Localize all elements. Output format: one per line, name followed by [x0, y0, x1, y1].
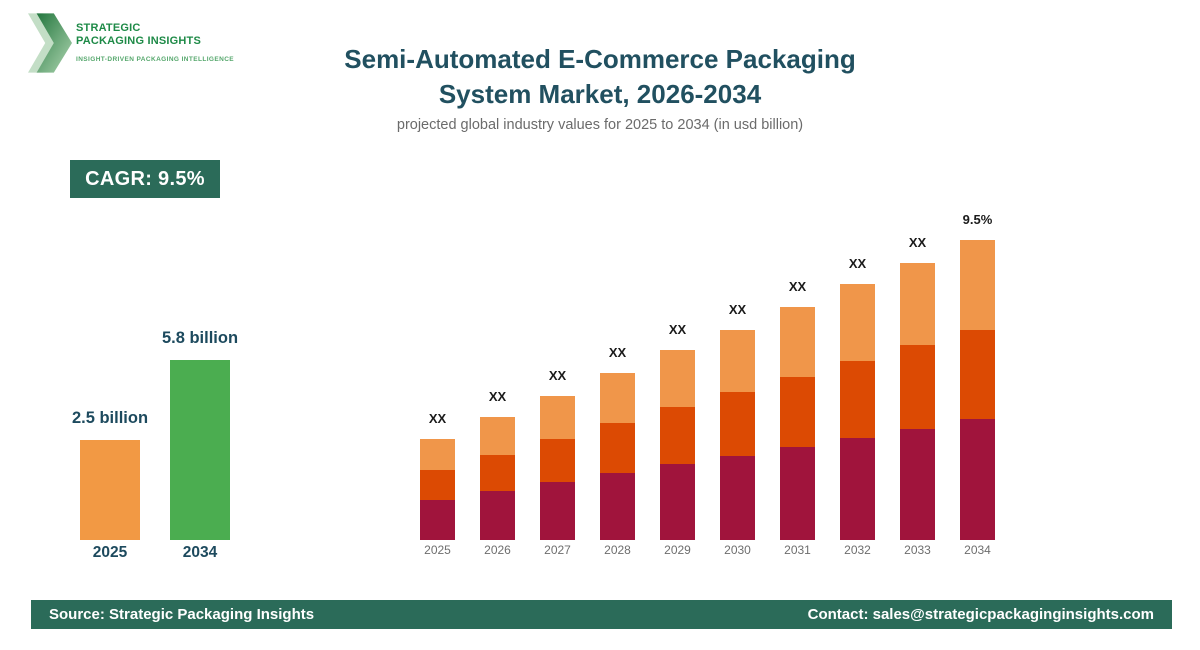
bar-segment-middle-2030 [720, 392, 755, 456]
bar-segment-middle-2029 [660, 407, 695, 464]
bar-segment-bottom-2030 [720, 456, 755, 540]
brand-logo: STRATEGIC PACKAGING INSIGHTS INSIGHT-DRI… [28, 12, 234, 74]
brand-name-line2: PACKAGING INSIGHTS [76, 35, 202, 47]
bar-segment-middle-2033 [900, 345, 935, 429]
axis-year-label-2030: 2030 [724, 543, 751, 557]
bar-segment-bottom-2025 [420, 500, 455, 540]
bar-value-label-2026: XX [488, 389, 507, 404]
stacked-bar-2028 [600, 373, 635, 540]
bar-segment-middle-2028 [600, 423, 635, 473]
bar-segment-top-2027 [540, 396, 575, 439]
title-block: Semi-Automated E-Commerce Packaging Syst… [0, 42, 1200, 133]
axis-year-label-2032: 2032 [844, 543, 871, 557]
mini-bar-year-2025: 2025 [92, 544, 128, 561]
bar-segment-top-2028 [600, 373, 635, 423]
bar-segment-bottom-2032 [840, 438, 875, 540]
bar-value-label-2030: XX [728, 302, 747, 317]
bar-segment-top-2034 [960, 240, 995, 330]
bar-segment-middle-2031 [780, 377, 815, 447]
bar-segment-middle-2026 [480, 455, 515, 491]
stacked-bar-2034 [960, 240, 995, 540]
bar-segment-top-2025 [420, 439, 455, 470]
mini-bar-2034 [170, 360, 230, 540]
bar-segment-bottom-2034 [960, 419, 995, 540]
footer-source: Source: Strategic Packaging Insights [49, 606, 315, 623]
stacked-bar-2032 [840, 284, 875, 540]
bar-segment-top-2033 [900, 263, 935, 345]
bar-segment-bottom-2026 [480, 491, 515, 540]
bar-value-label-2025: XX [428, 411, 447, 426]
stacked-bar-2025 [420, 439, 455, 540]
bar-segment-middle-2027 [540, 439, 575, 482]
axis-year-label-2031: 2031 [784, 543, 811, 557]
stacked-bar-2030 [720, 330, 755, 540]
bar-segment-middle-2034 [960, 330, 995, 419]
bar-segment-bottom-2033 [900, 429, 935, 540]
footer-contact: Contact: sales@strategicpackaginginsight… [807, 606, 1154, 623]
bar-segment-top-2029 [660, 350, 695, 407]
axis-year-label-2025: 2025 [424, 543, 451, 557]
bar-value-label-2031: XX [788, 279, 807, 294]
bar-value-label-2029: XX [668, 322, 687, 337]
brand-tagline: INSIGHT-DRIVEN PACKAGING INTELLIGENCE [76, 56, 235, 63]
bar-value-label-2032: XX [848, 256, 867, 271]
axis-year-label-2034: 2034 [964, 543, 991, 557]
stacked-bar-2033 [900, 263, 935, 540]
bar-segment-top-2031 [780, 307, 815, 377]
stacked-bar-2029 [660, 350, 695, 540]
bar-segment-bottom-2028 [600, 473, 635, 540]
bar-segment-bottom-2029 [660, 464, 695, 540]
stacked-bar-2026 [480, 417, 515, 540]
bar-value-label-2033: XX [908, 235, 927, 250]
bar-value-label-2027: XX [548, 368, 567, 383]
cagr-badge-label: CAGR: 9.5% [85, 167, 205, 190]
mini-bar-value-2034: 5.8 billion [161, 329, 239, 347]
mini-bar-value-2025: 2.5 billion [71, 409, 149, 427]
bar-segment-middle-2032 [840, 361, 875, 438]
bar-value-label-2034: 9.5% [962, 212, 993, 227]
cagr-badge: CAGR: 9.5% [70, 160, 220, 198]
page-title-line2: System Market, 2026-2034 [438, 79, 762, 109]
bar-segment-middle-2025 [420, 470, 455, 500]
page-subtitle: projected global industry values for 202… [396, 117, 804, 133]
bar-segment-bottom-2031 [780, 447, 815, 540]
bar-segment-top-2026 [480, 417, 515, 455]
bar-value-label-2028: XX [608, 345, 627, 360]
stacked-bar-2027 [540, 396, 575, 540]
page-title-line1: Semi-Automated E-Commerce Packaging [344, 44, 856, 74]
brand-text: STRATEGIC PACKAGING INSIGHTS INSIGHT-DRI… [76, 12, 234, 63]
axis-year-label-2029: 2029 [664, 543, 691, 557]
bar-segment-top-2030 [720, 330, 755, 392]
mini-bar-2025 [80, 440, 140, 540]
axis-year-label-2033: 2033 [904, 543, 931, 557]
bar-segment-top-2032 [840, 284, 875, 361]
axis-year-label-2028: 2028 [604, 543, 631, 557]
brand-name-line1: STRATEGIC [76, 22, 141, 34]
axis-year-label-2027: 2027 [544, 543, 571, 557]
footer-bar: Source: Strategic Packaging Insights Con… [31, 600, 1172, 629]
chevron-arrow-icon [28, 13, 72, 73]
stacked-bar-2031 [780, 307, 815, 540]
axis-year-label-2026: 2026 [484, 543, 511, 557]
bar-segment-bottom-2027 [540, 482, 575, 540]
mini-bar-year-2034: 2034 [182, 544, 218, 561]
